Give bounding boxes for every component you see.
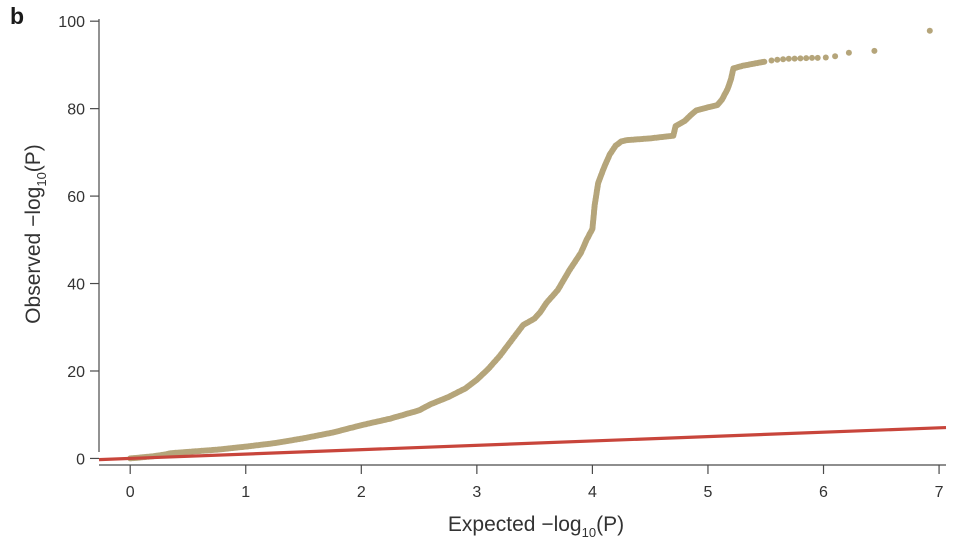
data-point	[871, 47, 878, 54]
data-point	[761, 58, 768, 65]
data-point	[797, 55, 804, 62]
y-tick-label: 40	[67, 277, 85, 294]
x-tick-label: 1	[241, 484, 250, 501]
y-tick-label: 0	[76, 451, 85, 468]
y-axis-title: Observed −log10(P)	[22, 144, 49, 324]
x-tick-label: 3	[472, 484, 481, 501]
y-axis-title-subscript: 10	[34, 172, 49, 186]
x-tick-label: 0	[126, 484, 135, 501]
data-point	[768, 57, 775, 64]
x-tick-label: 5	[704, 484, 713, 501]
x-tick-label: 2	[357, 484, 366, 501]
data-point	[791, 55, 798, 62]
y-axis-title-prefix: Observed −log	[22, 187, 45, 324]
x-tick-label: 6	[819, 484, 828, 501]
panel-label: b	[10, 3, 25, 29]
data-point	[809, 54, 815, 61]
x-axis-title: Expected −log10(P)	[448, 513, 624, 540]
y-tick-label: 80	[67, 102, 85, 119]
x-tick-label: 7	[935, 484, 944, 501]
y-tick-label: 100	[58, 14, 85, 31]
x-axis-title-suffix: (P)	[596, 513, 624, 536]
x-axis-title-prefix: Expected −log	[448, 513, 582, 536]
reference-line	[98, 425, 947, 462]
y-tick-label: 20	[67, 364, 85, 381]
axes: 0 20 40 60 80 100 0 1 2 3 4 5 6 7	[58, 14, 946, 501]
y-tick-label: 60	[67, 189, 85, 206]
data-point	[832, 53, 839, 60]
data-point	[774, 56, 781, 63]
x-tick-label: 4	[588, 484, 597, 501]
data-point	[822, 54, 829, 61]
data-point	[785, 55, 792, 62]
y-axis-title-suffix: (P)	[22, 144, 45, 172]
data-point	[814, 54, 821, 61]
data-point	[845, 49, 852, 56]
data-points	[127, 27, 933, 462]
reference-line-group	[98, 425, 947, 462]
x-axis-title-subscript: 10	[582, 525, 596, 540]
data-point	[803, 55, 810, 62]
data-point	[926, 27, 933, 34]
data-point	[780, 56, 787, 63]
